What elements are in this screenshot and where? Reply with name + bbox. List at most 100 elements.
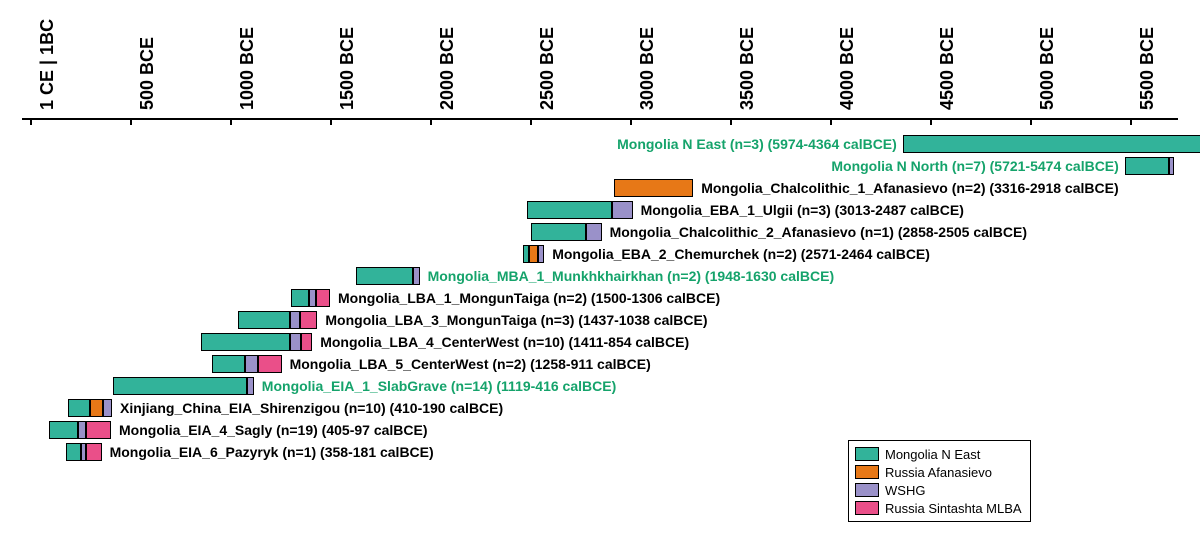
bar [531, 223, 602, 241]
bar-segment [1169, 157, 1174, 175]
bar-segment [301, 333, 312, 351]
bar-segment [245, 355, 257, 373]
axis-line [22, 118, 1178, 120]
bar [291, 289, 330, 307]
axis-tick-mark [530, 118, 532, 125]
axis-tick-mark [930, 118, 932, 125]
legend-item: WSHG [855, 481, 1022, 499]
bar [527, 201, 632, 219]
row-label: Mongolia_EBA_2_Chemurchek (n=2) (2571-24… [552, 245, 930, 263]
bar [49, 421, 111, 439]
data-row: Mongolia_LBA_1_MongunTaiga (n=2) (1500-1… [0, 289, 1200, 307]
axis-tick-label: 1500 BCE [337, 27, 358, 110]
axis-tick-mark [130, 118, 132, 125]
axis-tick-label: 4500 BCE [937, 27, 958, 110]
row-label: Mongolia_EIA_1_SlabGrave (n=14) (1119-41… [262, 377, 616, 395]
bar [212, 355, 281, 373]
bar-segment [529, 245, 538, 263]
data-row: Mongolia_LBA_3_MongunTaiga (n=3) (1437-1… [0, 311, 1200, 329]
bar-segment [238, 311, 291, 329]
axis-tick-mark [30, 118, 32, 125]
data-row: Mongolia_EBA_1_Ulgii (n=3) (3013-2487 ca… [0, 201, 1200, 219]
data-row: Mongolia N East (n=3) (5974-4364 calBCE) [0, 135, 1200, 153]
axis-tick-label: 3000 BCE [637, 27, 658, 110]
bar-segment [614, 179, 694, 197]
row-label: Mongolia_EIA_4_Sagly (n=19) (405-97 calB… [119, 421, 428, 439]
bar-segment [612, 201, 633, 219]
bar-segment [903, 135, 1200, 153]
bar-segment [290, 333, 301, 351]
axis-tick-label: 5500 BCE [1137, 27, 1158, 110]
legend-label: Russia Afanasievo [885, 465, 992, 480]
legend: Mongolia N East Russia AfanasievoWSHG Russ… [848, 440, 1031, 522]
axis-tick-mark [230, 118, 232, 125]
bar [238, 311, 318, 329]
bar-segment [49, 421, 77, 439]
bar-segment [86, 421, 111, 439]
row-label: Mongolia_LBA_3_MongunTaiga (n=3) (1437-1… [325, 311, 707, 329]
bar [1125, 157, 1174, 175]
axis-tick-mark [1130, 118, 1132, 125]
legend-swatch [855, 501, 879, 515]
data-row: Mongolia_LBA_5_CenterWest (n=2) (1258-91… [0, 355, 1200, 373]
legend-swatch [855, 465, 879, 479]
axis-tick-mark [430, 118, 432, 125]
bar [523, 245, 544, 263]
bar-segment [291, 289, 309, 307]
bar-segment [113, 377, 247, 395]
bar-segment [413, 267, 419, 285]
legend-label: Mongolia N East [885, 447, 980, 462]
data-row: Mongolia_EBA_2_Chemurchek (n=2) (2571-24… [0, 245, 1200, 263]
legend-item: Mongolia N East [855, 445, 1022, 463]
legend-swatch [855, 483, 879, 497]
bar [201, 333, 312, 351]
row-label: Mongolia_LBA_1_MongunTaiga (n=2) (1500-1… [338, 289, 720, 307]
bar [68, 399, 112, 417]
bar-segment [78, 421, 87, 439]
bar-segment [258, 355, 282, 373]
axis-tick-mark [1030, 118, 1032, 125]
timeline-chart: 1 CE | 1BC500 BCE1000 BCE1500 BCE2000 BC… [0, 0, 1200, 544]
axis-tick-label: 2000 BCE [437, 27, 458, 110]
axis-tick-mark [830, 118, 832, 125]
row-label: Xinjiang_China_EIA_Shirenzigou (n=10) (4… [120, 399, 503, 417]
bar-segment [309, 289, 316, 307]
bar [356, 267, 420, 285]
row-label: Mongolia_LBA_4_CenterWest (n=10) (1411-8… [320, 333, 689, 351]
bar-segment [531, 223, 586, 241]
x-axis: 1 CE | 1BC500 BCE1000 BCE1500 BCE2000 BC… [0, 0, 1200, 120]
bar [614, 179, 694, 197]
row-label: Mongolia N East (n=3) (5974-4364 calBCE) [617, 135, 897, 153]
bar-segment [1125, 157, 1169, 175]
data-row: Xinjiang_China_EIA_Shirenzigou (n=10) (4… [0, 399, 1200, 417]
bar-segment [586, 223, 602, 241]
data-row: Mongolia_EIA_1_SlabGrave (n=14) (1119-41… [0, 377, 1200, 395]
row-label: Mongolia_LBA_5_CenterWest (n=2) (1258-91… [290, 355, 651, 373]
row-label: Mongolia_Chalcolithic_1_Afanasievo (n=2)… [701, 179, 1118, 197]
bar-segment [212, 355, 245, 373]
data-row: Mongolia_EIA_4_Sagly (n=19) (405-97 calB… [0, 421, 1200, 439]
axis-tick-label: 5000 BCE [1037, 27, 1058, 110]
axis-tick-label: 2500 BCE [537, 27, 558, 110]
row-label: Mongolia_MBA_1_Munkhkhairkhan (n=2) (194… [428, 267, 835, 285]
bar-segment [527, 201, 611, 219]
bar-segment [68, 399, 90, 417]
row-label: Mongolia_EIA_6_Pazyryk (n=1) (358-181 ca… [110, 443, 434, 461]
axis-tick-label: 500 BCE [137, 37, 158, 110]
legend-label: Russia Sintashta MLBA [885, 501, 1022, 516]
axis-tick-mark [330, 118, 332, 125]
data-row: Mongolia_MBA_1_Munkhkhairkhan (n=2) (194… [0, 267, 1200, 285]
legend-item: Russia Sintashta MLBA [855, 499, 1022, 517]
bar-segment [356, 267, 413, 285]
bar-segment [538, 245, 544, 263]
bar-segment [90, 399, 103, 417]
row-label: Mongolia N North (n=7) (5721-5474 calBCE… [831, 157, 1118, 175]
data-row: Mongolia_Chalcolithic_1_Afanasievo (n=2)… [0, 179, 1200, 197]
axis-tick-mark [730, 118, 732, 125]
legend-item: Russia Afanasievo [855, 463, 1022, 481]
data-row: Mongolia N North (n=7) (5721-5474 calBCE… [0, 157, 1200, 175]
row-label: Mongolia_Chalcolithic_2_Afanasievo (n=1)… [610, 223, 1027, 241]
bar-segment [66, 443, 81, 461]
bar-segment [86, 443, 102, 461]
bar-segment [103, 399, 112, 417]
